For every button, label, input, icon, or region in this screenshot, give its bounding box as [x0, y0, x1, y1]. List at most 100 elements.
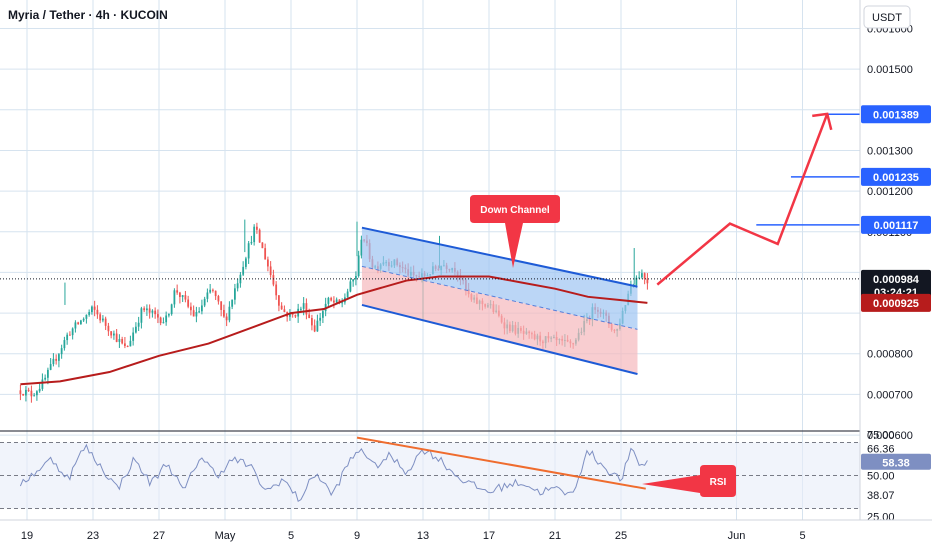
rsi-bubble	[642, 465, 736, 497]
rsi-trendline	[356, 436, 646, 490]
candle-body	[201, 305, 203, 312]
candle-body	[151, 310, 154, 313]
candle-body	[69, 334, 71, 336]
candle-body	[102, 318, 104, 321]
candle-body	[357, 255, 360, 277]
time-tick-label: 21	[549, 530, 561, 542]
time-scale[interactable]	[0, 520, 932, 550]
candle-body	[247, 243, 250, 259]
candle-body	[99, 314, 102, 321]
channel-upper-line	[361, 226, 638, 288]
price-tick-label: 0.000600	[867, 430, 913, 442]
candle-body	[322, 311, 324, 318]
candle-body	[228, 306, 231, 321]
candle-body	[289, 313, 291, 317]
candle-body	[36, 391, 38, 396]
candle-body	[203, 298, 206, 306]
time-tick-label: Jun	[728, 530, 746, 542]
candle-body	[234, 288, 236, 300]
price-tick-label: 0.001200	[867, 186, 913, 198]
rsi-tick-label: 38.07	[867, 490, 895, 502]
rsi-value-badge	[861, 453, 931, 470]
candle-body	[154, 310, 157, 315]
candle-body	[52, 358, 55, 365]
time-tick-label: 25	[615, 530, 627, 542]
candle-body	[311, 318, 313, 326]
candle-body	[33, 395, 36, 397]
candle-body	[206, 292, 209, 299]
candle-body	[192, 310, 195, 317]
candle-body	[198, 311, 201, 313]
candle-body	[80, 320, 82, 324]
price-tick-label: 0.001500	[867, 64, 913, 76]
candle-body	[91, 306, 93, 313]
candle-body	[113, 333, 115, 336]
candle-body	[124, 343, 126, 346]
time-tick-labels: 19 23 27 May 5 9 13 17 21 25 Jun 5	[21, 530, 806, 542]
candle-body	[253, 226, 256, 243]
candle-body	[148, 308, 151, 313]
candle-body	[22, 393, 25, 396]
candle-body	[330, 297, 333, 301]
price-tick-label: 0.000800	[867, 349, 913, 361]
candle-body	[275, 284, 278, 296]
candle-body	[47, 369, 49, 378]
candle-body	[272, 275, 275, 285]
candle-body	[333, 300, 335, 303]
overlays	[0, 112, 860, 503]
candle-body	[168, 314, 170, 316]
projected-path	[656, 113, 829, 286]
candle-body	[283, 309, 286, 312]
candle-body	[291, 313, 294, 315]
candle-body	[140, 308, 143, 323]
candle-body	[25, 389, 27, 396]
price-tick-label: 0.000700	[867, 389, 913, 401]
rsi-line	[19, 443, 648, 503]
symbol-title[interactable]: Myria / Tether · 4h · KUCOIN	[8, 8, 168, 22]
candle-body	[110, 331, 113, 336]
candle-body	[264, 248, 267, 260]
candle-body	[646, 278, 649, 284]
candle-body	[159, 317, 162, 324]
candle-body	[313, 325, 316, 332]
candle-body	[165, 315, 168, 323]
currency-label: USDT	[872, 12, 902, 24]
candle-body	[118, 339, 121, 342]
candle-body	[346, 291, 349, 298]
candle-body	[27, 389, 30, 391]
candle-body	[187, 299, 190, 307]
moving-average-line	[20, 275, 648, 386]
candle-body	[41, 379, 44, 389]
channel-lower-line	[361, 303, 638, 376]
candle-body	[635, 277, 638, 286]
current-price-badge	[861, 269, 931, 300]
currency-button[interactable]: USDT	[863, 5, 911, 29]
candle-body	[181, 295, 184, 297]
candle-body	[77, 322, 80, 324]
candle-body	[308, 314, 311, 319]
price-scale[interactable]	[860, 0, 932, 520]
candle-body	[93, 306, 96, 310]
channel-mid-line	[361, 265, 638, 330]
time-tick-label: 17	[483, 530, 495, 542]
down-channel-callout: Down Channel	[470, 195, 560, 268]
time-tick-label: 5	[799, 530, 805, 542]
target-price-badge-text: 0.001389	[873, 109, 919, 121]
candle-body	[278, 295, 280, 306]
candle-body	[638, 277, 641, 279]
rsi-tick-label: 50.00	[867, 471, 895, 483]
candle-body	[302, 303, 305, 309]
time-tick-label: 19	[21, 530, 33, 542]
rsi-value-badge-text: 58.38	[882, 458, 910, 470]
candle-body	[269, 266, 272, 276]
time-tick-label: 9	[354, 530, 360, 542]
candle-body	[85, 314, 88, 319]
candle-body	[349, 281, 352, 292]
candle-body	[71, 328, 74, 336]
time-tick-label: 13	[417, 530, 429, 542]
time-tick-label: May	[215, 530, 236, 542]
candle-body	[360, 239, 363, 256]
candle-body	[267, 259, 269, 267]
candle-body	[137, 322, 140, 327]
